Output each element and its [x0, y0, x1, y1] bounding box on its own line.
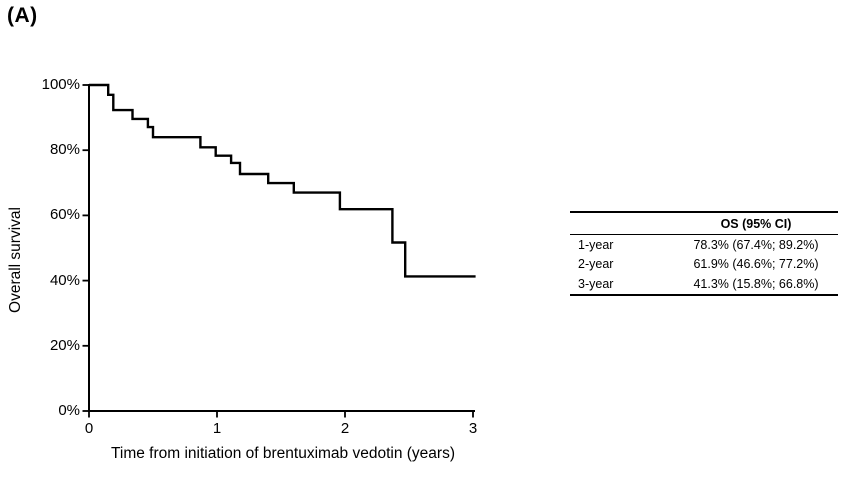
- os-row-label: 1-year: [578, 237, 614, 252]
- y-axis-title: Overall survival: [7, 207, 25, 313]
- table-row: 2-year 61.9% (46.6%; 77.2%): [570, 255, 838, 275]
- y-axis-title-box: Overall survival: [6, 120, 26, 400]
- y-tick-label: 80%: [49, 141, 80, 159]
- x-axis-title: Time from initiation of brentuximab vedo…: [110, 445, 455, 462]
- x-tick-label: 3: [468, 420, 478, 437]
- os-table-header: OS (95% CI): [720, 216, 792, 231]
- panel-label: (A): [7, 4, 38, 27]
- x-tick-label: 2: [340, 420, 350, 437]
- table-row: 1-year 78.3% (67.4%; 89.2%): [570, 235, 838, 255]
- x-tick-label: 0: [84, 420, 94, 437]
- os-row-value: 61.9% (46.6%; 77.2%): [693, 257, 819, 272]
- y-tick-label: 60%: [49, 206, 80, 224]
- os-row-label: 2-year: [578, 257, 614, 272]
- y-tick-label: 0%: [58, 402, 80, 419]
- y-tick-label: 20%: [49, 336, 80, 354]
- table-row: 3-year 41.3% (15.8%; 66.8%): [570, 274, 838, 294]
- os-row-label: 3-year: [578, 276, 614, 291]
- os-table-header-row: OS (95% CI): [570, 213, 838, 235]
- y-tick-label: 100%: [41, 76, 80, 93]
- x-tick-label: 1: [212, 420, 222, 437]
- os-row-value: 78.3% (67.4%; 89.2%): [693, 237, 819, 252]
- y-tick-label: 40%: [49, 271, 80, 289]
- survival-curve: [89, 83, 476, 278]
- os-row-value: 41.3% (15.8%; 66.8%): [693, 276, 819, 291]
- os-summary-table: OS (95% CI) 1-year 78.3% (67.4%; 89.2%) …: [570, 211, 838, 296]
